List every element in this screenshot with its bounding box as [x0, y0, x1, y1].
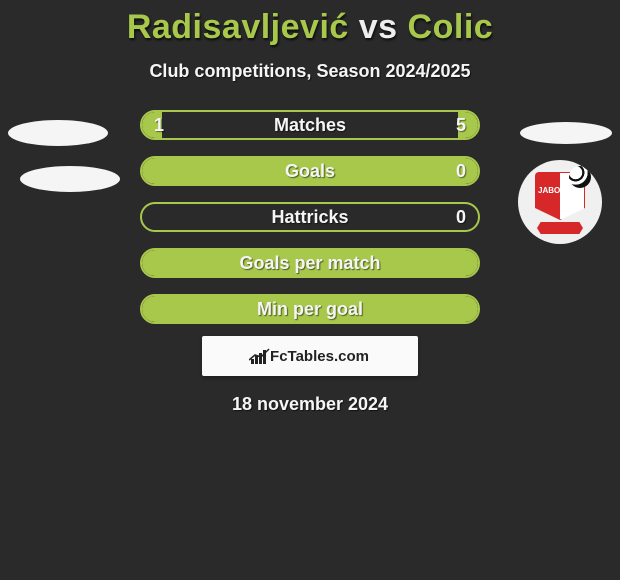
stat-bar: Matches1 5: [140, 110, 480, 140]
stat-label: Hattricks: [140, 202, 480, 232]
player2-name: Colic: [408, 8, 494, 46]
stat-label: Min per goal: [140, 294, 480, 324]
brand-text: FcTables.com: [270, 348, 369, 365]
player1-club-placeholder: [20, 166, 120, 192]
stat-label: Goals: [140, 156, 480, 186]
stat-bar: Goals per match: [140, 248, 480, 278]
footer-date: 18 november 2024: [0, 394, 620, 415]
player1-name: Radisavljević: [127, 8, 349, 46]
club-shield-icon: JABOP: [535, 172, 585, 232]
vs-text: vs: [359, 8, 398, 46]
player2-club-badge: JABOP: [518, 160, 602, 244]
stat-bar: Hattricks0: [140, 202, 480, 232]
player1-photo-placeholder: [8, 120, 108, 146]
stat-bar: Min per goal: [140, 294, 480, 324]
stat-value-right: 0: [446, 202, 476, 232]
comparison-widget: Radisavljević vs Colic Club competitions…: [0, 0, 620, 415]
stat-label: Matches: [140, 110, 480, 140]
stat-value-right: 0: [446, 156, 476, 186]
stat-bar: Goals0: [140, 156, 480, 186]
right-player-col: JABOP: [490, 110, 620, 220]
brand-card[interactable]: FcTables.com: [202, 336, 418, 376]
stat-value-right: 5: [446, 110, 476, 140]
player2-photo-placeholder: [520, 122, 612, 144]
subtitle: Club competitions, Season 2024/2025: [0, 61, 620, 82]
stat-value-left: 1: [144, 110, 174, 140]
bar-chart-icon: [251, 348, 266, 364]
page-title: Radisavljević vs Colic: [0, 8, 620, 47]
stat-label: Goals per match: [140, 248, 480, 278]
left-player-col: [0, 110, 130, 220]
